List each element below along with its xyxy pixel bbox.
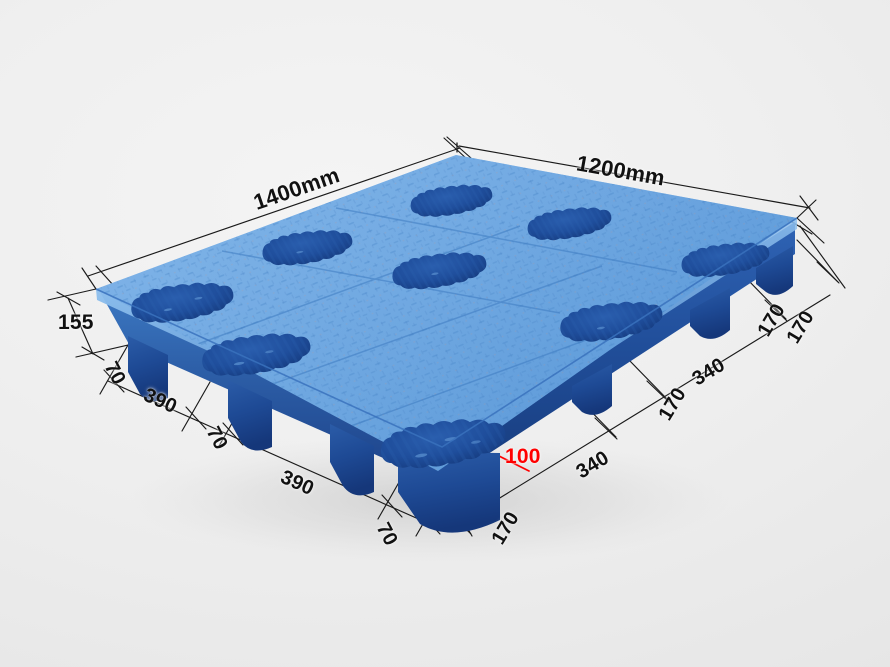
leg-right-1 [572,364,612,415]
leg-front-corner [398,452,500,533]
deck-antiskid-texture [96,155,797,471]
foot-mid-right [527,207,612,241]
leg-left-3 [330,424,374,496]
foot-front-right [681,242,770,278]
dim-label-155: 155 [58,311,94,334]
foot-back-left [131,282,234,323]
dim-label-100: 100 [505,445,541,468]
foot-back-right [410,184,493,217]
foot-mid-left [202,333,311,376]
leg-right-2 [690,288,730,339]
leg-left-2 [228,380,272,451]
pallet-side-right [442,222,795,484]
dim-1200-line [458,145,811,209]
dim-155-line [67,297,94,355]
pallet-legs [128,246,793,533]
dim-right-chain [458,294,831,524]
foot-back-center [262,230,353,266]
foot-mid-center [392,252,487,290]
dim-right-upper [799,225,846,289]
foot-front-center [560,301,663,342]
pallet-feet [131,184,770,469]
dim-left-chain [107,380,433,526]
dim-1400-line [87,147,461,277]
dimension-lines [47,136,846,537]
foot-front-left [380,419,506,469]
leg-right-3 [756,246,793,295]
leg-left-1 [128,336,168,402]
pallet-body [95,155,798,533]
